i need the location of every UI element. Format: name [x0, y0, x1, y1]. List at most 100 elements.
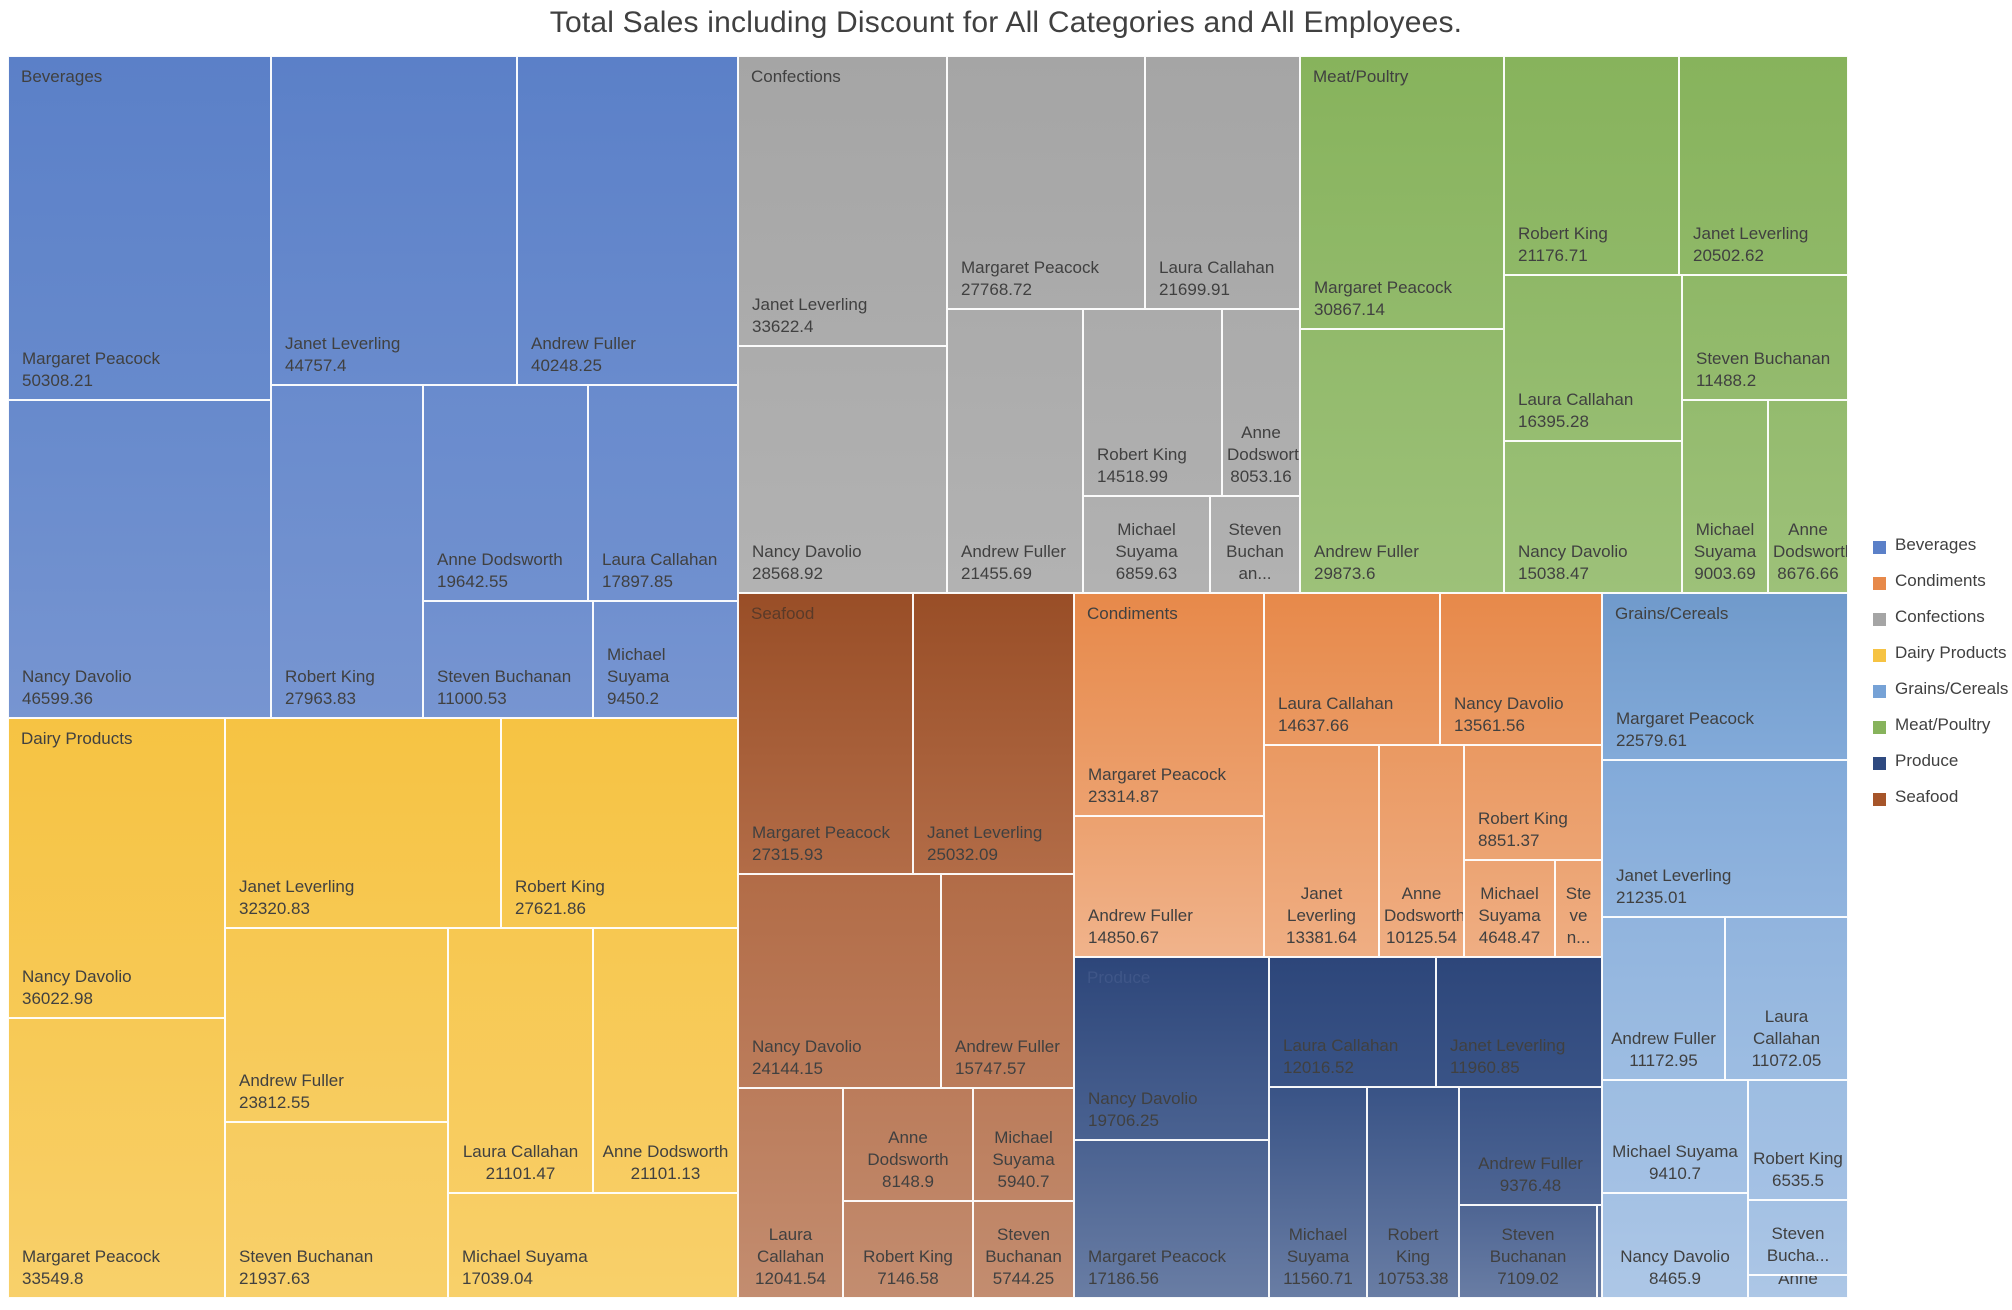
treemap-cell-condiments-laura-callahan[interactable]: Laura Callahan 14637.66 [1264, 593, 1440, 745]
cell-employee-name: Nancy Davolio [1620, 1247, 1730, 1266]
treemap-cell-beverages-steven-buchanan[interactable]: Steven Buchanan 11000.53 [423, 601, 593, 718]
treemap-cell-beverages-michael-suyama[interactable]: Michael Suyama 9450.2 [593, 601, 738, 718]
treemap-cell-seafood-nancy-davolio[interactable]: Nancy Davolio 24144.15 [738, 874, 941, 1088]
treemap-cell-meat-poultry-margaret-peacock[interactable]: Margaret Peacock 30867.14 [1300, 56, 1504, 329]
treemap-cell-condiments-steven-buchanan[interactable]: Ste ve n... [1555, 860, 1602, 957]
treemap-cell-confections-laura-callahan[interactable]: Laura Callahan 21699.91 [1145, 56, 1300, 309]
treemap-cell-grains-cereals-nancy-davolio[interactable]: Nancy Davolio 8465.9 [1602, 1193, 1748, 1298]
legend-item-produce[interactable]: Produce [1862, 744, 2012, 780]
treemap-cell-produce-steven-buchanan[interactable]: Steven Buchanan 7109.02 [1459, 1205, 1597, 1298]
treemap-cell-meat-poultry-michael-suyama[interactable]: Michael Suyama 9003.69 [1682, 400, 1768, 593]
treemap-cell-seafood-andrew-fuller[interactable]: Andrew Fuller 15747.57 [941, 874, 1074, 1088]
treemap-cell-condiments-robert-king[interactable]: Robert King 8851.37 [1464, 745, 1602, 860]
treemap-cell-produce-nancy-davolio[interactable]: Nancy Davolio 19706.25 [1074, 957, 1269, 1140]
treemap-cell-confections-steven-buchanan[interactable]: Steven Buchan an... [1210, 496, 1300, 593]
cell-value: 15747.57 [955, 1059, 1026, 1078]
treemap-cell-meat-poultry-andrew-fuller[interactable]: Andrew Fuller 29873.6 [1300, 329, 1504, 593]
treemap-cell-condiments-michael-suyama[interactable]: Michael Suyama 4648.47 [1464, 860, 1555, 957]
legend-item-grains-cereals[interactable]: Grains/Cereals [1862, 672, 2012, 708]
treemap-cell-condiments-janet-leverling[interactable]: Janet Leverling 13381.64 [1264, 745, 1379, 957]
treemap-cell-produce-michael-suyama[interactable]: Michael Suyama 11560.71 [1269, 1087, 1367, 1298]
treemap-cell-seafood-michael-suyama[interactable]: Michael Suyama 5940.7 [973, 1088, 1074, 1201]
cell-label: Margaret Peacock 27315.93 [752, 822, 904, 866]
treemap-cell-confections-anne-dodsworth[interactable]: Anne Dodsworth 8053.16 [1222, 309, 1300, 496]
treemap-cell-condiments-anne-dodsworth[interactable]: Anne Dodsworth 10125.54 [1379, 745, 1464, 957]
treemap-cell-grains-cereals-robert-king[interactable]: Robert King 6535.5 [1748, 1080, 1848, 1200]
legend-item-condiments[interactable]: Condiments [1862, 564, 2012, 600]
treemap-cell-condiments-andrew-fuller[interactable]: Andrew Fuller 14850.67 [1074, 816, 1264, 957]
treemap-cell-seafood-margaret-peacock[interactable]: Margaret Peacock 27315.93 [738, 593, 913, 874]
treemap-cell-beverages-laura-callahan[interactable]: Laura Callahan 17897.85 [588, 385, 738, 601]
treemap-cell-meat-poultry-laura-callahan[interactable]: Laura Callahan 16395.28 [1504, 275, 1682, 441]
treemap-cell-meat-poultry-anne-dodsworth[interactable]: Anne Dodsworth 8676.66 [1768, 400, 1848, 593]
treemap-cell-grains-cereals-andrew-fuller[interactable]: Andrew Fuller 11172.95 [1602, 917, 1725, 1080]
treemap-cell-produce-andrew-fuller[interactable]: Andrew Fuller 9376.48 [1459, 1087, 1602, 1205]
treemap-cell-confections-michael-suyama[interactable]: Michael Suyama 6859.63 [1083, 496, 1210, 593]
cell-employee-name: Margaret Peacock [1616, 709, 1754, 728]
treemap-cell-grains-cereals-janet-leverling[interactable]: Janet Leverling 21235.01 [1602, 760, 1848, 917]
treemap-cell-dairy-products-nancy-davolio[interactable]: Nancy Davolio 36022.98 [8, 718, 225, 1018]
treemap-cell-dairy-products-andrew-fuller[interactable]: Andrew Fuller 23812.55 [225, 928, 448, 1122]
treemap-cell-produce-janet-leverling[interactable]: Janet Leverling 11960.85 [1436, 957, 1602, 1087]
cell-employee-name: Janet Leverling [927, 823, 1043, 842]
treemap-cell-condiments-nancy-davolio[interactable]: Nancy Davolio 13561.56 [1440, 593, 1602, 745]
legend-swatch [1873, 613, 1886, 626]
legend-item-seafood[interactable]: Seafood [1862, 780, 2012, 816]
treemap-cell-grains-cereals-margaret-peacock[interactable]: Margaret Peacock 22579.61 [1602, 593, 1848, 760]
treemap-cell-beverages-robert-king[interactable]: Robert King 27963.83 [271, 385, 423, 718]
treemap-cell-dairy-products-steven-buchanan[interactable]: Steven Buchanan 21937.63 [225, 1122, 448, 1298]
cell-employee-name: Nancy Davolio [1518, 542, 1628, 561]
treemap-cell-meat-poultry-janet-leverling[interactable]: Janet Leverling 20502.62 [1679, 56, 1848, 275]
treemap-cell-grains-cereals-anne-dodsworth[interactable]: Anne [1748, 1275, 1848, 1298]
treemap-cell-produce-margaret-peacock[interactable]: Margaret Peacock 17186.56 [1074, 1140, 1269, 1298]
cell-label: Margaret Peacock 33549.8 [22, 1246, 216, 1290]
treemap-cell-dairy-products-janet-leverling[interactable]: Janet Leverling 32320.83 [225, 718, 501, 928]
treemap-cell-grains-cereals-laura-callahan[interactable]: Laura Callahan 11072.05 [1725, 917, 1848, 1080]
legend-item-beverages[interactable]: Beverages [1862, 528, 2012, 564]
treemap-cell-seafood-steven-buchanan[interactable]: Steven Buchanan 5744.25 [973, 1201, 1074, 1298]
treemap-cell-seafood-robert-king[interactable]: Robert King 7146.58 [843, 1201, 973, 1298]
cell-label: Janet Leverling 20502.62 [1693, 223, 1839, 267]
treemap: Margaret Peacock 50308.21 Nancy Davolio 465… [8, 56, 1848, 1298]
treemap-cell-dairy-products-margaret-peacock[interactable]: Margaret Peacock 33549.8 [8, 1018, 225, 1298]
treemap-cell-dairy-products-anne-dodsworth[interactable]: Anne Dodsworth 21101.13 [593, 928, 738, 1193]
treemap-cell-meat-poultry-robert-king[interactable]: Robert King 21176.71 [1504, 56, 1679, 275]
treemap-cell-produce-laura-callahan[interactable]: Laura Callahan 12016.52 [1269, 957, 1436, 1087]
cell-value: 8053.16 [1230, 467, 1292, 486]
treemap-cell-produce-anne-dodsworth[interactable] [1597, 1205, 1602, 1298]
legend-item-confections[interactable]: Confections [1862, 600, 2012, 636]
legend-item-meat-poultry[interactable]: Meat/Poultry [1862, 708, 2012, 744]
treemap-cell-seafood-janet-leverling[interactable]: Janet Leverling 25032.09 [913, 593, 1074, 874]
cell-label: Andrew Fuller 40248.25 [531, 333, 729, 377]
treemap-cell-dairy-products-michael-suyama[interactable]: Michael Suyama 17039.04 [448, 1193, 738, 1298]
cell-employee-name: Robert King [1753, 1149, 1843, 1168]
treemap-cell-grains-cereals-steven-buchanan[interactable]: Steven Bucha... [1748, 1200, 1848, 1275]
treemap-cell-meat-poultry-nancy-davolio[interactable]: Nancy Davolio 15038.47 [1504, 441, 1682, 593]
cell-label: Janet Leverling 13381.64 [1269, 883, 1374, 949]
treemap-cell-confections-andrew-fuller[interactable]: Andrew Fuller 21455.69 [947, 309, 1083, 593]
treemap-cell-beverages-anne-dodsworth[interactable]: Anne Dodsworth 19642.55 [423, 385, 588, 601]
cell-employee-name: Michael Suyama [607, 645, 670, 686]
treemap-cell-beverages-nancy-davolio[interactable]: Nancy Davolio 46599.36 [8, 400, 271, 718]
legend-label: Confections [1895, 607, 1985, 626]
treemap-cell-confections-robert-king[interactable]: Robert King 14518.99 [1083, 309, 1222, 496]
treemap-cell-confections-janet-leverling[interactable]: Janet Leverling 33622.4 [738, 56, 947, 346]
cell-label: Michael Suyama 17039.04 [462, 1246, 729, 1290]
treemap-cell-beverages-janet-leverling[interactable]: Janet Leverling 44757.4 [271, 56, 517, 385]
treemap-cell-confections-margaret-peacock[interactable]: Margaret Peacock 27768.72 [947, 56, 1145, 309]
cell-employee-name: Steven Buchanan [1489, 1225, 1567, 1266]
treemap-cell-confections-nancy-davolio[interactable]: Nancy Davolio 28568.92 [738, 346, 947, 593]
treemap-cell-produce-robert-king[interactable]: Robert King 10753.38 [1367, 1087, 1459, 1298]
treemap-cell-seafood-laura-callahan[interactable]: Laura Callahan 12041.54 [738, 1088, 843, 1298]
cell-employee-name: Robert King [863, 1247, 953, 1266]
legend-item-dairy-products[interactable]: Dairy Products [1862, 636, 2012, 672]
treemap-cell-grains-cereals-michael-suyama[interactable]: Michael Suyama 9410.7 [1602, 1080, 1748, 1193]
cell-value: 9450.2 [607, 689, 659, 708]
treemap-cell-condiments-margaret-peacock[interactable]: Margaret Peacock 23314.87 [1074, 593, 1264, 816]
treemap-cell-seafood-anne-dodsworth[interactable]: Anne Dodsworth 8148.9 [843, 1088, 973, 1201]
treemap-cell-meat-poultry-steven-buchanan[interactable]: Steven Buchanan 11488.2 [1682, 275, 1848, 400]
treemap-cell-dairy-products-robert-king[interactable]: Robert King 27621.86 [501, 718, 738, 928]
treemap-cell-dairy-products-laura-callahan[interactable]: Laura Callahan 21101.47 [448, 928, 593, 1193]
treemap-cell-beverages-andrew-fuller[interactable]: Andrew Fuller 40248.25 [517, 56, 738, 385]
treemap-cell-beverages-margaret-peacock[interactable]: Margaret Peacock 50308.21 [8, 56, 271, 400]
